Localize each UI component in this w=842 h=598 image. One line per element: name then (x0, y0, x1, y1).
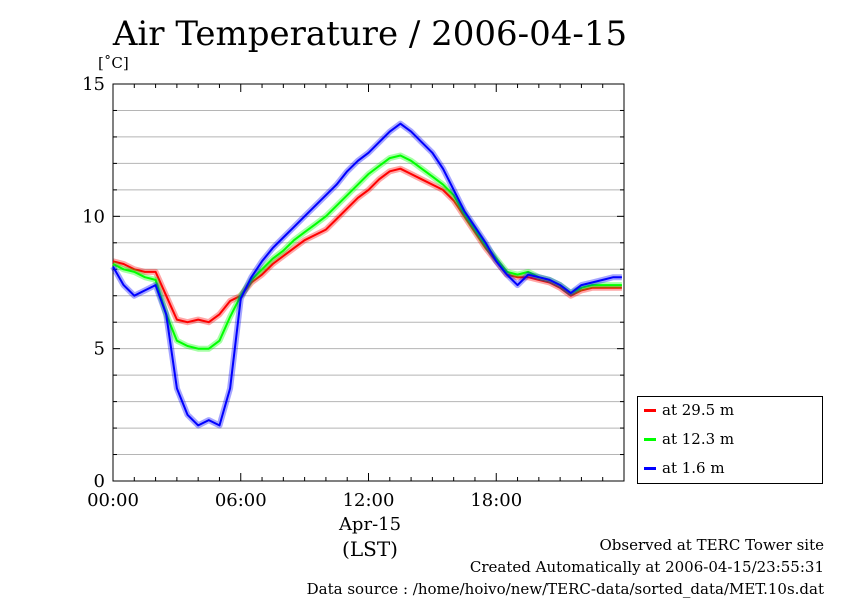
y-axis-unit-label: [˚C] (98, 54, 129, 72)
legend: at 29.5 m at 12.3 m at 1.6 m (637, 396, 823, 484)
y-tick-label: 10 (82, 206, 105, 227)
legend-swatch (644, 408, 656, 412)
y-tick-label: 15 (82, 74, 105, 95)
y-axis: 0 5 10 15 (82, 74, 624, 492)
series-line (112, 167, 622, 324)
x-tick-label: 00:00 (87, 490, 139, 511)
x-tick-label: 06:00 (215, 490, 267, 511)
series-line (112, 122, 622, 427)
footer-site: Observed at TERC Tower site (599, 536, 824, 554)
legend-label: at 29.5 m (662, 401, 735, 419)
legend-label: at 1.6 m (662, 459, 725, 477)
x-tick-label: 18:00 (470, 490, 522, 511)
footer-source: Data source : /home/hoivo/new/TERC-data/… (306, 580, 824, 598)
x-axis: 00:00 06:00 12:00 18:00 (87, 84, 625, 511)
legend-swatch (644, 437, 656, 441)
y-tick-label: 0 (94, 471, 105, 492)
legend-item-12-3m: at 12.3 m (644, 428, 734, 450)
grid-lines (113, 109, 624, 456)
chart-title: Air Temperature / 2006-04-15 (112, 14, 628, 54)
series-band (110, 120, 622, 429)
footer-created: Created Automatically at 2006-04-15/23:5… (469, 558, 824, 576)
x-axis-label: (LST) (342, 537, 398, 561)
x-tick-label: 12:00 (343, 490, 395, 511)
legend-label: at 12.3 m (662, 430, 735, 448)
y-tick-label: 5 (94, 339, 105, 360)
legend-item-29-5m: at 29.5 m (644, 399, 734, 421)
series-lines (110, 120, 622, 429)
legend-item-1-6m: at 1.6 m (644, 457, 725, 479)
x-axis-date-label: Apr-15 (338, 514, 402, 535)
legend-swatch (644, 466, 656, 470)
